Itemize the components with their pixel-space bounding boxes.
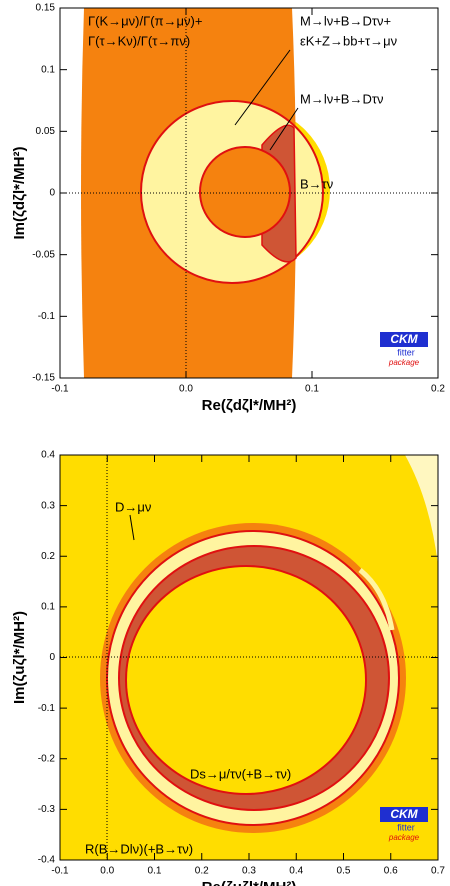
x-tick-label: 0.1 (305, 384, 319, 395)
y-tick-label: 0 (49, 652, 55, 663)
x-tick-label: 0.5 (337, 866, 351, 877)
logo-line: fitter (397, 822, 415, 832)
y-tick-label: -0.05 (32, 249, 55, 260)
logo-title: CKM (390, 807, 418, 821)
logo-line: fitter (397, 347, 415, 357)
pointer (269, 107, 299, 151)
y-tick-label: -0.15 (32, 373, 55, 384)
y-tick-label: 0.4 (41, 450, 55, 461)
annotation: M→lν+B→Dτν+ (300, 13, 391, 28)
x-tick-label: -0.1 (51, 866, 69, 877)
x-tick-label: 0.6 (384, 866, 398, 877)
annotation: R(B→Dlν)(+B→τν) (85, 841, 193, 856)
x-tick-label: 0.2 (195, 866, 209, 877)
annotation: Γ(τ→Kν)/Γ(τ→πν) (88, 33, 190, 48)
x-tick-label: 0.1 (148, 866, 162, 877)
x-tick-label: 0.4 (289, 866, 303, 877)
annotation: Γ(K→μν)/Γ(π→μν)+ (88, 13, 202, 28)
x-axis-label: Re(ζuζl*/MH²) (202, 879, 297, 886)
region-inner (125, 565, 367, 795)
annotation: M→lν+B→Dτν (300, 91, 384, 106)
y-tick-label: 0.2 (41, 551, 55, 562)
y-tick-label: 0.05 (36, 126, 56, 137)
annotation: D→μν (115, 499, 151, 514)
y-tick-label: -0.1 (38, 311, 56, 322)
x-tick-label: -0.1 (51, 384, 69, 395)
logo-title: CKM (390, 332, 418, 346)
region-hole (199, 146, 291, 238)
regions-bottom (60, 455, 438, 860)
x-axis-label: Re(ζdζl*/MH²) (202, 397, 297, 414)
y-axis-label: Im(ζdζl*/MH²) (11, 147, 28, 240)
x-tick-label: 0.0 (179, 384, 193, 395)
x-tick-label: 0.2 (431, 384, 445, 395)
region-excluded (405, 455, 438, 565)
pointer (129, 514, 135, 541)
x-tick-label: 0.3 (242, 866, 256, 877)
y-tick-label: 0.1 (41, 602, 55, 613)
y-tick-label: 0.1 (41, 64, 55, 75)
y-tick-label: -0.3 (38, 804, 56, 815)
y-tick-label: 0 (49, 188, 55, 199)
annotation: Ds→μ/τν(+B→τν) (190, 766, 291, 781)
x-tick-label: 0.7 (431, 866, 445, 877)
y-tick-label: -0.1 (38, 703, 56, 714)
annotation: B→τν (300, 176, 333, 191)
y-tick-label: 0.15 (36, 3, 56, 14)
annotation: εK+Z→bb+τ→μν (300, 33, 397, 48)
x-tick-label: 0.0 (100, 866, 114, 877)
logo-box (380, 332, 428, 347)
region-slit (358, 568, 395, 631)
y-tick-label: -0.2 (38, 753, 56, 764)
regions-top (60, 8, 438, 378)
logo-sub: package (388, 358, 420, 367)
pointer (234, 49, 291, 126)
y-tick-label: -0.4 (38, 855, 56, 866)
y-tick-label: 0.3 (41, 500, 55, 511)
logo-sub: package (388, 833, 420, 842)
logo-box (380, 807, 428, 822)
y-axis-label: Im(ζuζl*/MH²) (11, 611, 28, 704)
